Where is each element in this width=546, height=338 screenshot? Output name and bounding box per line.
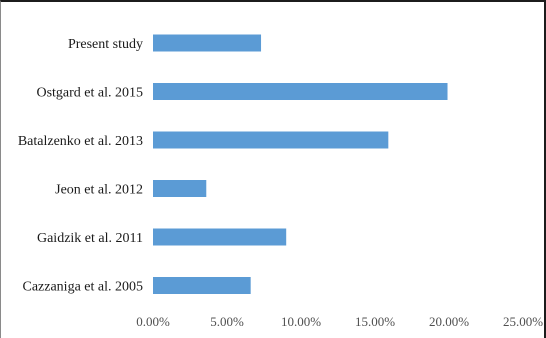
category-axis: Present study Ostgard et al. 2015 Batalzen…	[18, 37, 143, 295]
bar-series	[153, 34, 448, 294]
x-tick-label: 0.00%	[136, 314, 170, 329]
value-axis: 0.00% 5.00% 10.00% 15.00% 20.00% 25.00%	[136, 314, 543, 329]
x-tick-label: 10.00%	[281, 314, 321, 329]
bar	[153, 83, 448, 100]
category-label: Cazzaniga et al. 2005	[22, 280, 143, 295]
bar	[153, 34, 262, 52]
bar	[153, 131, 389, 149]
x-tick-label: 5.00%	[210, 314, 244, 329]
x-tick-label: 15.00%	[355, 314, 395, 329]
bar	[153, 228, 287, 246]
category-label: Present study	[68, 37, 143, 52]
category-label: Ostgard et al. 2015	[36, 86, 143, 101]
x-tick-label: 20.00%	[429, 314, 469, 329]
category-label: Gaidzik et al. 2011	[37, 231, 143, 246]
category-label: Batalzenko et al. 2013	[18, 134, 143, 149]
category-label: Jeon et al. 2012	[55, 183, 143, 198]
bar	[153, 180, 207, 197]
x-tick-label: 25.00%	[503, 314, 543, 329]
bar	[153, 277, 251, 294]
